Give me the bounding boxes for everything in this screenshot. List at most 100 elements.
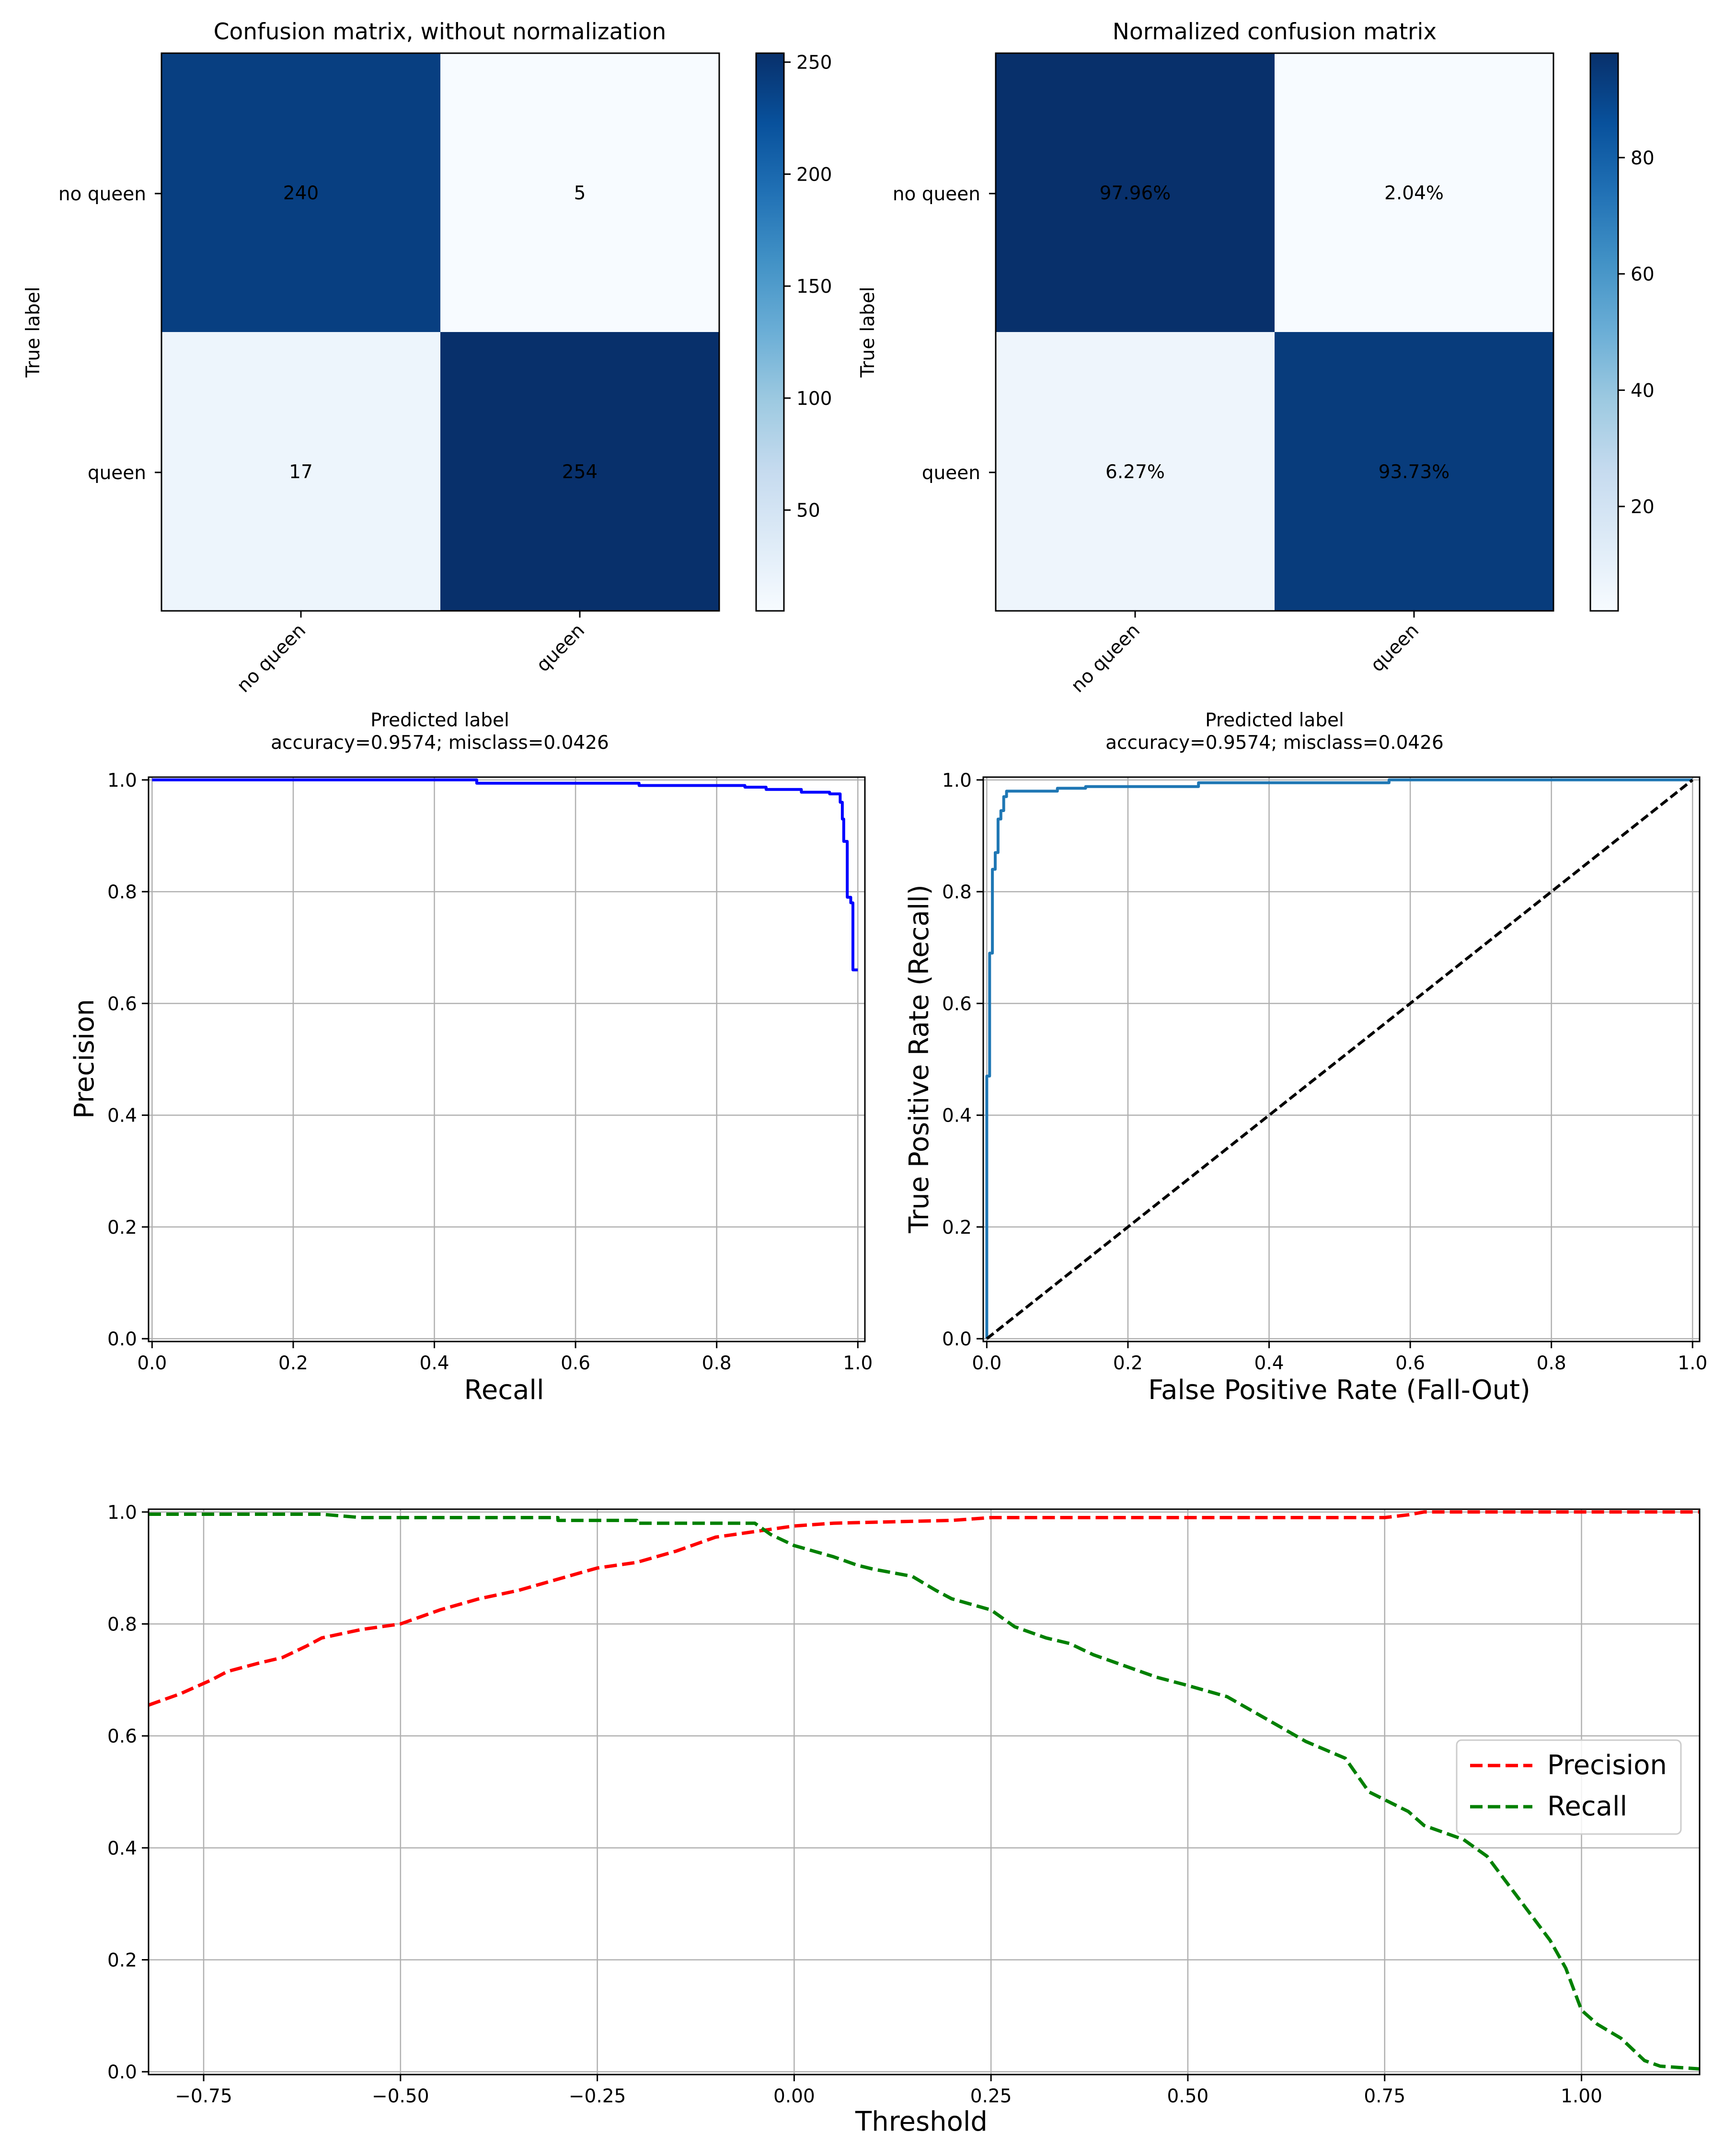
roc-series-line-1 (986, 779, 1694, 1340)
cm2-frame (995, 52, 1554, 612)
cm1-xlabel: Predicted label (370, 710, 509, 731)
cm2-cell-label: 2.04% (1384, 183, 1444, 204)
confusion-matrix-raw: Confusion matrix, without normalization … (23, 19, 832, 754)
thr-legend-box (1456, 1739, 1682, 1835)
roc-xtick-label: 1.0 (1678, 1353, 1707, 1374)
cm1-cell-label: 254 (562, 461, 598, 483)
cm2-cell (996, 332, 1275, 611)
cm1-colorbar-bar (755, 52, 785, 612)
cm1-colorbar-tick-label: 150 (796, 276, 832, 298)
thr-xtick-label: 0.25 (970, 2086, 1012, 2107)
pr-xtick-label: 0.8 (702, 1353, 732, 1374)
pr-ytick-label: 0.4 (107, 1105, 137, 1127)
thr-xtick-label: 1.00 (1561, 2086, 1602, 2107)
cm2-title: Normalized confusion matrix (1113, 19, 1437, 45)
roc-xlabel: False Positive Rate (Fall-Out) (1148, 1375, 1530, 1406)
thr-plot-area (149, 1509, 1700, 2075)
cm2-cell-label: 93.73% (1379, 461, 1450, 483)
cm2-colorbar-tick-label: 20 (1631, 496, 1655, 518)
cm1-xlabel-metrics: accuracy=0.9574; misclass=0.0426 (271, 732, 609, 754)
thr-xtick-label: −0.75 (175, 2086, 232, 2107)
cm1-ytick-label: queen (88, 462, 146, 484)
thr-xtick-label: −0.50 (372, 2086, 429, 2107)
cm1-frame (161, 52, 720, 612)
thr-series-line-0 (148, 1510, 1700, 1707)
pr-ytick-label: 0.0 (107, 1329, 137, 1350)
cm2-colorbar-tick-label: 60 (1631, 264, 1655, 286)
cm2-cell (996, 53, 1275, 332)
cm2-cell-label: 97.96% (1100, 183, 1171, 204)
cm1-cell (161, 332, 440, 611)
pr-xtick-label: 0.4 (420, 1353, 449, 1374)
thr-ytick-label: 0.2 (107, 1950, 137, 1971)
pr-series-line-0 (152, 778, 858, 972)
thr-xtick-label: 0.50 (1167, 2086, 1209, 2107)
roc-curve-chart: 0.0 0.2 0.4 0.6 0.8 1.0 0.0 0.2 0.4 0.6 0.8 1.0 (942, 770, 1707, 1374)
precision-recall-curve-chart: 0.0 0.2 0.4 0.6 0.8 1.0 0.0 0.2 0.4 0.6 0.8 1.0 (107, 770, 873, 1374)
cm2-cell-label: 6.27% (1105, 461, 1165, 483)
pr-xtick-label: 0.0 (137, 1353, 167, 1374)
roc-ytick-label: 0.0 (942, 1329, 972, 1350)
pr-xtick-label: 1.0 (843, 1353, 873, 1374)
roc-ytick-label: 0.4 (942, 1105, 972, 1127)
roc-ytick-label: 0.2 (942, 1217, 972, 1239)
cm1-colorbar-tick-label: 250 (796, 52, 832, 74)
precision-recall-vs-threshold-chart: −0.75 −0.50 −0.25 0.00 0.25 0.50 0.75 1.00 0.0 0.… (107, 1502, 1701, 2107)
pr-ytick-label: 0.2 (107, 1217, 137, 1239)
pr-xtick-label: 0.2 (278, 1353, 308, 1374)
cm1-title: Confusion matrix, without normalization (214, 19, 667, 45)
cm2-cells: 97.96% 2.04% 6.27% 93.73% (996, 53, 1553, 611)
roc-ytick-label: 0.8 (942, 882, 972, 903)
thr-ytick-label: 0.8 (107, 1614, 137, 1636)
thr-legend-precision-label: Precision (1547, 1750, 1667, 1781)
thr-xtick-label: −0.25 (569, 2086, 626, 2107)
thr-ytick-label: 1.0 (107, 1502, 137, 1524)
cm1-cell (440, 53, 719, 332)
cm2-cell (1275, 332, 1553, 611)
roc-xtick-label: 0.2 (1113, 1353, 1143, 1374)
cm2-colorbar-tick-label: 40 (1631, 380, 1655, 401)
thr-ytick-label: 0.0 (107, 2062, 137, 2083)
pr-ylabel: Precision (69, 999, 100, 1119)
roc-axes-frame (982, 776, 1701, 1342)
cm2-xlabel-metrics: accuracy=0.9574; misclass=0.0426 (1105, 732, 1444, 754)
cm1-cells: 240 5 17 254 (161, 53, 719, 611)
cm1-ylabel: True label (23, 287, 44, 378)
pr-plot-area (149, 777, 865, 1342)
roc-ylabel: True Positive Rate (Recall) (904, 884, 935, 1233)
thr-xlabel: Threshold (855, 2106, 988, 2137)
cm1-cell (161, 53, 440, 332)
cm2-ytick-label: queen (922, 462, 980, 484)
cm2-xlabel: Predicted label (1205, 710, 1344, 731)
roc-ytick-label: 1.0 (942, 770, 972, 791)
roc-series-line-0 (985, 778, 1693, 1339)
thr-ytick-label: 0.6 (107, 1726, 137, 1747)
pr-ytick-label: 1.0 (107, 770, 137, 791)
cm1-cell-label: 240 (283, 183, 319, 204)
thr-ytick-label: 0.4 (107, 1838, 137, 1859)
thr-xtick-label: 0.00 (773, 2086, 815, 2107)
roc-xtick-label: 0.8 (1537, 1353, 1566, 1374)
thr-legend: Precision Recall (1456, 1739, 1682, 1835)
cm2-colorbar-bar (1589, 52, 1619, 612)
pr-axes-frame (148, 776, 866, 1342)
thr-series-line-1 (149, 1513, 1700, 2071)
cm1-cell-label: 17 (289, 461, 313, 483)
cm2-ylabel: True label (857, 287, 879, 378)
cm1-ytick-label: no queen (58, 183, 146, 205)
pr-xlabel: Recall (464, 1375, 544, 1406)
roc-xtick-label: 0.6 (1395, 1353, 1425, 1374)
cm1-cell-label: 5 (574, 183, 586, 204)
cm2-colorbar: 20 40 60 80 (1589, 52, 1655, 612)
cm1-colorbar-tick-label: 50 (796, 500, 820, 522)
cm2-colorbar-tick-label: 80 (1631, 148, 1655, 169)
thr-legend-recall-label: Recall (1547, 1791, 1627, 1822)
cm1-colorbar: 50 100 150 200 250 (755, 52, 832, 612)
thr-xtick-label: 0.75 (1364, 2086, 1405, 2107)
roc-xtick-label: 0.4 (1254, 1353, 1284, 1374)
roc-xtick-label: 0.0 (972, 1353, 1001, 1374)
roc-ytick-label: 0.6 (942, 993, 972, 1015)
cm2-ytick-label: no queen (893, 183, 980, 205)
pr-xtick-label: 0.6 (561, 1353, 590, 1374)
